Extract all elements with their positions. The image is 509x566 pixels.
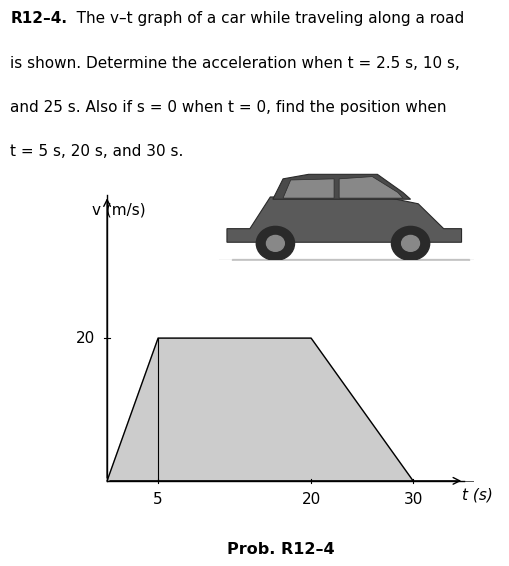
Circle shape	[266, 235, 284, 251]
Text: 20: 20	[75, 331, 95, 346]
Polygon shape	[272, 174, 410, 199]
Text: R12–4.: R12–4.	[10, 11, 67, 27]
Text: t = 5 s, 20 s, and 30 s.: t = 5 s, 20 s, and 30 s.	[10, 144, 183, 160]
Text: v (m/s): v (m/s)	[92, 203, 145, 217]
Text: Prob. R12–4: Prob. R12–4	[226, 542, 334, 558]
Text: The v–t graph of a car while traveling along a road: The v–t graph of a car while traveling a…	[62, 11, 463, 27]
Text: is shown. Determine the acceleration when t = 2.5 s, 10 s,: is shown. Determine the acceleration whe…	[10, 55, 459, 71]
Text: and 25 s. Also if s = 0 when t = 0, find the position when: and 25 s. Also if s = 0 when t = 0, find…	[10, 100, 446, 115]
Polygon shape	[107, 338, 412, 481]
Polygon shape	[282, 179, 333, 198]
Text: t (s): t (s)	[461, 488, 492, 503]
Text: 30: 30	[403, 491, 422, 507]
Polygon shape	[338, 177, 402, 198]
Circle shape	[256, 226, 294, 260]
Polygon shape	[227, 197, 461, 242]
Text: 20: 20	[301, 491, 320, 507]
Circle shape	[391, 226, 429, 260]
Text: 5: 5	[153, 491, 162, 507]
Circle shape	[401, 235, 419, 251]
